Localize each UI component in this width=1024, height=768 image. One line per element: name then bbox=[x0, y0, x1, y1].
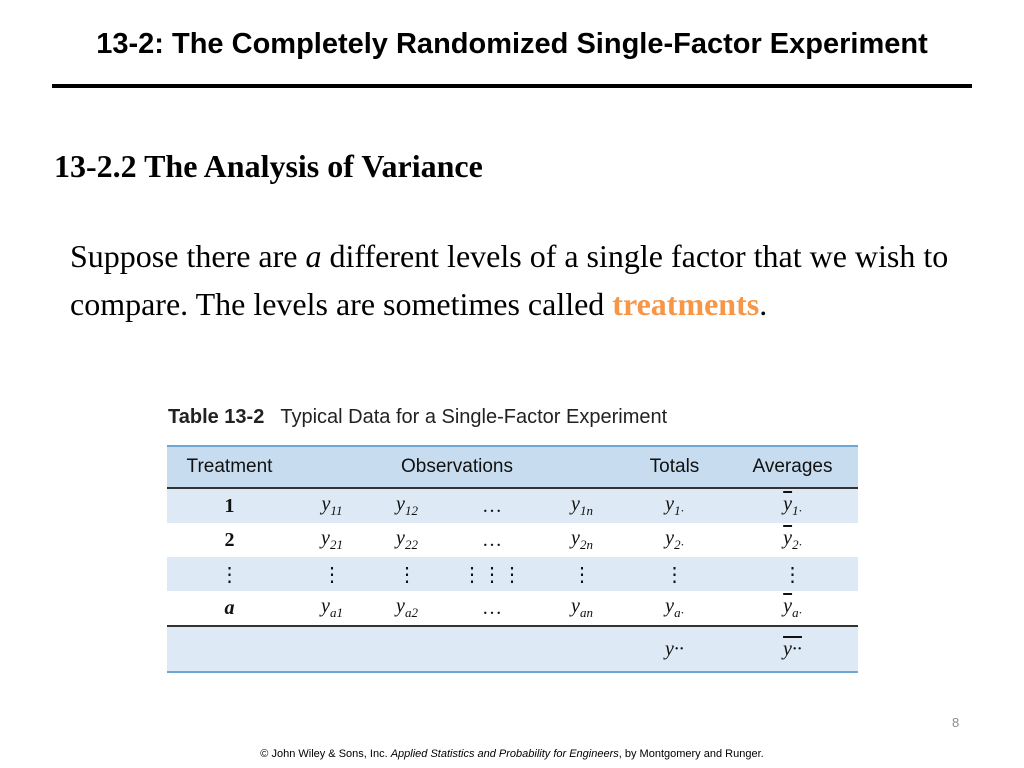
observation-cell: y1n bbox=[542, 488, 622, 523]
body-text-part2: different levels of a single factor that… bbox=[70, 238, 949, 322]
total-cell: ya· bbox=[665, 595, 684, 620]
ellipsis-cell: … bbox=[482, 596, 502, 619]
total-cell: y2· bbox=[665, 527, 684, 552]
average-cell: y1· bbox=[727, 488, 858, 523]
data-table: Treatment Observations Totals Averages 1… bbox=[167, 445, 858, 673]
observation-cell: ya1 bbox=[321, 595, 343, 620]
grand-total-row: y·· y·· bbox=[167, 625, 858, 673]
table-row: a ya1 ya2 … yan ya· ya· bbox=[167, 591, 858, 626]
body-paragraph: Suppose there are a different levels of … bbox=[70, 232, 950, 328]
treatments-highlight: treatments bbox=[612, 286, 760, 322]
header-totals: Totals bbox=[622, 445, 727, 489]
treatment-cell: a bbox=[224, 596, 235, 619]
ellipsis-cell: … bbox=[482, 528, 502, 551]
observation-cell: y22 bbox=[396, 527, 418, 552]
table-row: ⋮ ⋮ ⋮ ⋮⋮⋮ ⋮ ⋮ ⋮ bbox=[167, 557, 858, 591]
header-observations: Observations bbox=[292, 445, 622, 489]
ellipsis-cell: ⋮⋮⋮ bbox=[442, 557, 542, 591]
footer-book-title: Applied Statistics and Probability for E… bbox=[390, 748, 619, 760]
observation-cell: ya2 bbox=[396, 595, 418, 620]
footer-prefix: © John Wiley & Sons, Inc. bbox=[260, 748, 391, 760]
table-row: 2 y21 y22 … y2n y2· y2· bbox=[167, 523, 858, 557]
empty-cell bbox=[167, 625, 622, 673]
table-caption-text: Typical Data for a Single-Factor Experim… bbox=[280, 406, 668, 428]
average-cell: y2· bbox=[783, 527, 802, 552]
average-cell: ⋮ bbox=[727, 557, 858, 591]
total-cell: y1· bbox=[622, 488, 727, 523]
body-period: . bbox=[759, 286, 768, 322]
observation-cell: ⋮ bbox=[542, 557, 622, 591]
body-italic-a: a bbox=[305, 238, 322, 274]
header-treatment: Treatment bbox=[167, 445, 292, 489]
table-header-row: Treatment Observations Totals Averages bbox=[167, 445, 858, 489]
treatment-cell: ⋮ bbox=[167, 557, 292, 591]
ellipsis-cell: … bbox=[442, 488, 542, 523]
table-caption: Table 13-2 Typical Data for a Single-Fact… bbox=[168, 406, 667, 429]
footer-suffix: , by Montgomery and Runger. bbox=[618, 748, 764, 760]
body-text-part1: Suppose there are bbox=[70, 238, 306, 274]
page-number: 8 bbox=[952, 715, 960, 730]
observation-cell: ⋮ bbox=[292, 557, 372, 591]
section-heading: 13-2.2 The Analysis of Variance bbox=[54, 148, 483, 184]
treatment-cell: 2 bbox=[224, 528, 235, 551]
table-row: 1 y11 y12 … y1n y1· y1· bbox=[167, 488, 858, 523]
average-cell: ya· bbox=[783, 595, 802, 620]
observation-cell: ⋮ bbox=[372, 557, 442, 591]
treatment-cell: 1 bbox=[167, 488, 292, 523]
total-cell: ⋮ bbox=[622, 557, 727, 591]
observation-cell: y21 bbox=[321, 527, 343, 552]
header-averages: Averages bbox=[727, 445, 858, 489]
observation-cell: y12 bbox=[372, 488, 442, 523]
observation-cell: y2n bbox=[571, 527, 593, 552]
observation-cell: y11 bbox=[292, 488, 372, 523]
grand-average-cell: y·· bbox=[727, 625, 858, 673]
observation-cell: yan bbox=[571, 595, 593, 620]
slide-title: 13-2: The Completely Randomized Single-F… bbox=[96, 28, 928, 60]
footer-citation: © John Wiley & Sons, Inc. Applied Statis… bbox=[0, 748, 1024, 760]
grand-total-cell: y·· bbox=[622, 625, 727, 673]
title-underline bbox=[52, 84, 972, 88]
table-number: Table 13-2 bbox=[168, 406, 265, 428]
